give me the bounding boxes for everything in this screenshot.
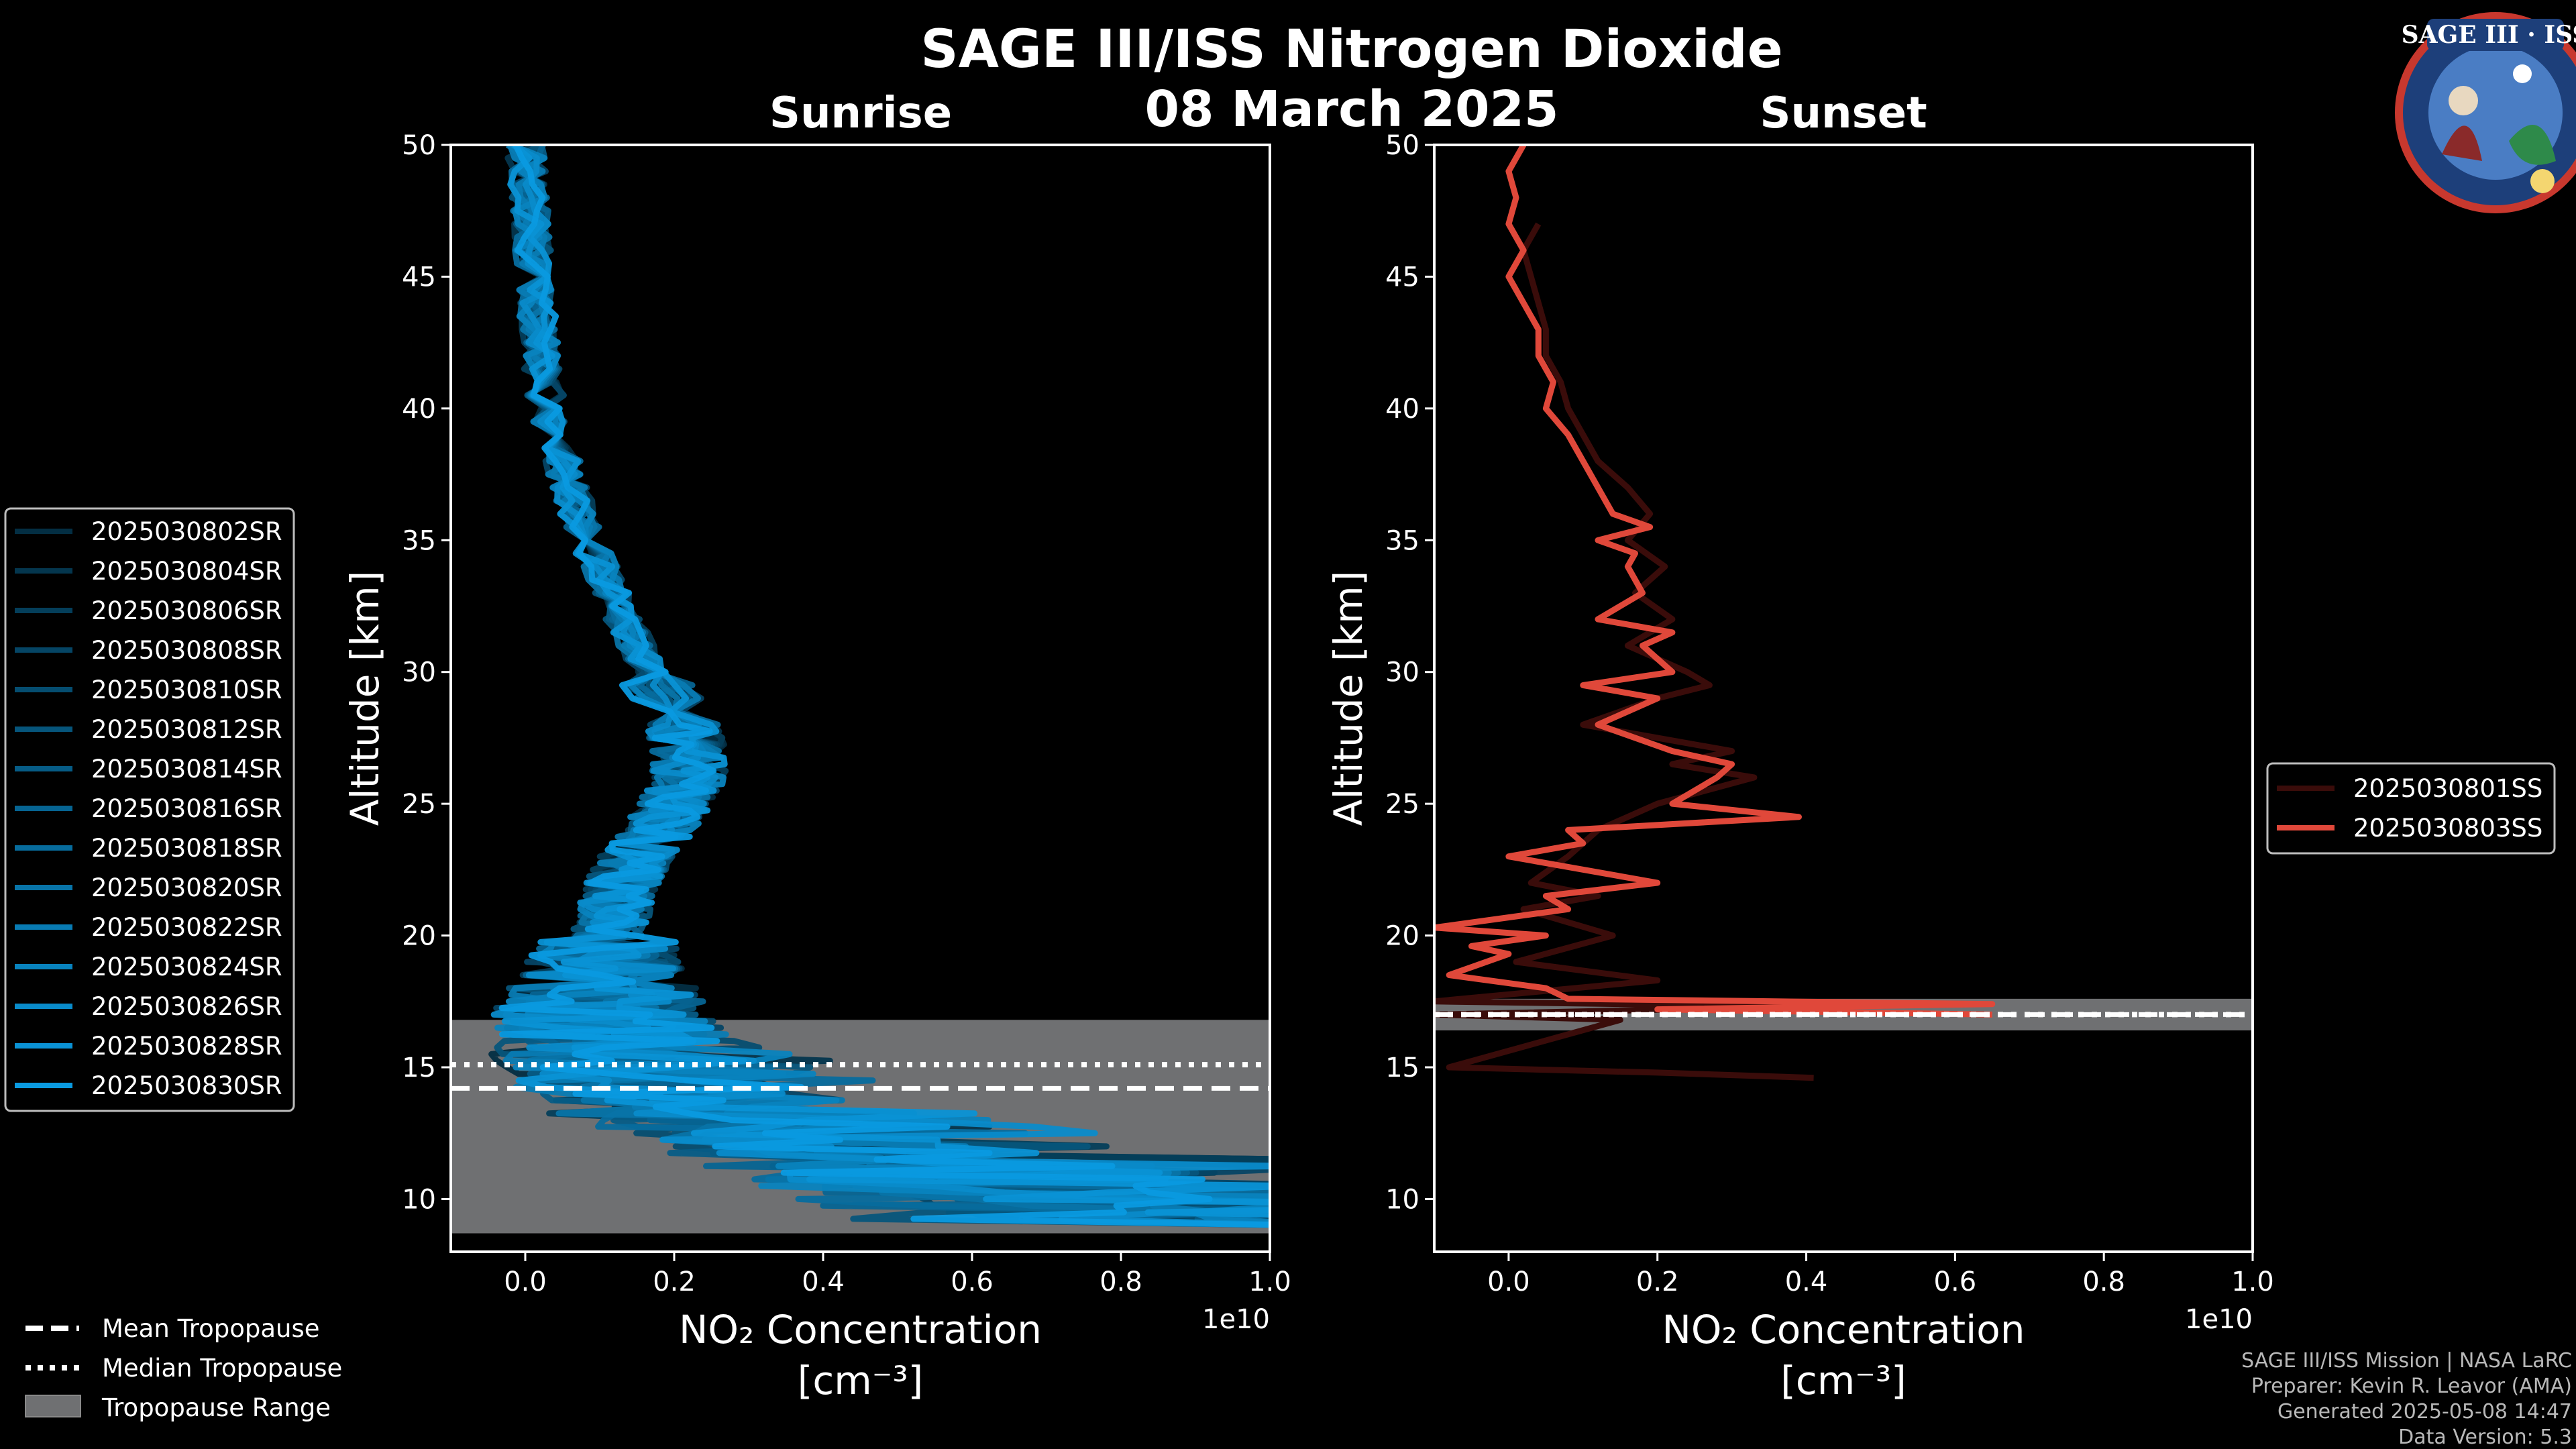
sunrise-profile-line <box>498 145 1270 1228</box>
sunrise-y-axis-label: Altitude [km] <box>342 571 388 826</box>
sunrise-x-tick-label: 0.6 <box>951 1267 994 1297</box>
sunset-legend-label: 2025030803SS <box>2353 814 2542 843</box>
sunset-y-tick-label: 10 <box>1385 1184 1419 1215</box>
sunset-y-tick-label: 45 <box>1385 262 1419 292</box>
sunrise-x-tick-label: 0.0 <box>504 1267 547 1297</box>
tropopause-range-label: Tropopause Range <box>101 1393 331 1422</box>
sunrise-y-tick-label: 30 <box>402 657 436 688</box>
sunrise-legend-label: 2025030810SR <box>91 676 282 704</box>
sunrise-y-tick-label: 20 <box>402 921 436 952</box>
sunrise-x-tick-label: 0.8 <box>1099 1267 1142 1297</box>
sunset-x-axis-units: [cm⁻³] <box>1780 1358 1907 1403</box>
sunrise-panel-title: Sunrise <box>769 89 952 138</box>
sunrise-y-tick-label: 40 <box>402 394 436 425</box>
sunrise-x-tick-label: 1.0 <box>1248 1267 1291 1297</box>
sunrise-legend-label: 2025030816SR <box>91 794 282 823</box>
sunrise-legend-label: 2025030806SR <box>91 596 282 625</box>
figure-title: SAGE III/ISS Nitrogen Dioxide <box>920 19 1782 80</box>
sunrise-legend-label: 2025030830SR <box>91 1071 282 1100</box>
sunset-y-axis-label: Altitude [km] <box>1326 571 1371 826</box>
sunset-y-tick-label: 25 <box>1385 789 1419 820</box>
sunset-x-tick-label: 0.6 <box>1934 1267 1977 1297</box>
credit-generated: Generated 2025-05-08 14:47 <box>2277 1400 2572 1424</box>
sunset-y-tick-label: 40 <box>1385 394 1419 425</box>
sunrise-legend-label: 2025030820SR <box>91 873 282 902</box>
sunset-y-tick-label: 30 <box>1385 657 1419 688</box>
sunrise-legend-label: 2025030802SR <box>91 517 282 546</box>
sunrise-y-tick-label: 35 <box>402 525 436 556</box>
sunrise-legend-label: 2025030818SR <box>91 834 282 863</box>
sunrise-chart: 0.0 0.2 0.4 0.6 0.8 1.0 10 15 20 25 30 35 40 45 50 1e10… <box>342 130 1291 1403</box>
sage-mission-logo: SAGE III · ISS <box>2395 12 2576 213</box>
sunrise-x-axis-units: [cm⁻³] <box>798 1358 924 1403</box>
sunset-legend-label: 2025030801SS <box>2353 774 2542 803</box>
sunrise-x-tick-label: 0.4 <box>802 1267 845 1297</box>
sunset-y-tick-label: 20 <box>1385 921 1419 952</box>
credit-preparer: Preparer: Kevin R. Leavor (AMA) <box>2251 1375 2572 1398</box>
sunset-x-scale-label: 1e10 <box>2185 1304 2253 1335</box>
sunset-profile-line <box>1434 145 1996 1018</box>
sunrise-x-tick-label: 0.2 <box>653 1267 696 1297</box>
sunset-x-tick-label: 0.0 <box>1487 1267 1530 1297</box>
sunrise-y-tick-label: 50 <box>402 130 436 161</box>
figure-date: 08 March 2025 <box>1144 80 1558 138</box>
credit-mission: SAGE III/ISS Mission | NASA LaRC <box>2241 1349 2572 1373</box>
sunrise-legend-label: 2025030822SR <box>91 913 282 942</box>
sunset-y-tick-label: 15 <box>1385 1053 1419 1083</box>
sunrise-legend-label: 2025030804SR <box>91 557 282 586</box>
sunrise-x-axis-label: NO₂ Concentration <box>679 1307 1042 1352</box>
logo-text: SAGE III · ISS <box>2402 21 2576 49</box>
sunset-plot-area <box>1434 145 2253 1081</box>
median-tropopause-label: Median Tropopause <box>102 1354 342 1383</box>
sunrise-legend-label: 2025030824SR <box>91 953 282 981</box>
sunset-chart: 0.0 0.2 0.4 0.6 0.8 1.0 10 15 20 25 30 35 40 45 50 1e10… <box>1326 130 2274 1403</box>
sunset-y-tick-label: 50 <box>1385 130 1419 161</box>
sunset-x-tick-label: 0.2 <box>1636 1267 1679 1297</box>
sunset-x-tick-label: 0.4 <box>1785 1267 1828 1297</box>
credit-data-version: Data Version: 5.3 <box>2398 1426 2572 1449</box>
sunset-x-tick-label: 1.0 <box>2231 1267 2274 1297</box>
sunset-panel-title: Sunset <box>1760 89 1927 138</box>
sunrise-legend-label: 2025030828SR <box>91 1032 282 1061</box>
sunset-x-axis-label: NO₂ Concentration <box>1662 1307 2025 1352</box>
sunset-profile-line <box>1434 222 1814 1081</box>
sunrise-legend-label: 2025030812SR <box>91 715 282 744</box>
sunrise-legend-label: 2025030808SR <box>91 636 282 665</box>
credits: SAGE III/ISS Mission | NASA LaRC Prepare… <box>2241 1349 2572 1449</box>
sunrise-legend-label: 2025030826SR <box>91 992 282 1021</box>
sunset-y-tick-label: 35 <box>1385 525 1419 556</box>
sunrise-plot-area <box>451 145 1270 1234</box>
sunset-x-tick-label: 0.8 <box>2082 1267 2125 1297</box>
sunrise-legend: 2025030802SR 2025030804SR 2025030806SR 2025… <box>4 507 295 1112</box>
sunrise-y-tick-label: 10 <box>402 1184 436 1215</box>
sunrise-y-tick-label: 45 <box>402 262 436 292</box>
mean-tropopause-label: Mean Tropopause <box>102 1314 320 1343</box>
sunrise-y-tick-label: 25 <box>402 789 436 820</box>
sunset-axes-frame <box>1433 144 2254 1253</box>
sunrise-x-scale-label: 1e10 <box>1202 1304 1270 1335</box>
sunrise-y-tick-label: 15 <box>402 1053 436 1083</box>
sunrise-legend-label: 2025030814SR <box>91 755 282 784</box>
sunrise-axes-frame <box>449 144 1271 1253</box>
sunset-legend: 2025030801SS 2025030803SS <box>2266 762 2556 855</box>
tropopause-legend: Mean Tropopause Median Tropopause Tropop… <box>25 1314 342 1422</box>
tropopause-range-swatch <box>25 1395 81 1417</box>
